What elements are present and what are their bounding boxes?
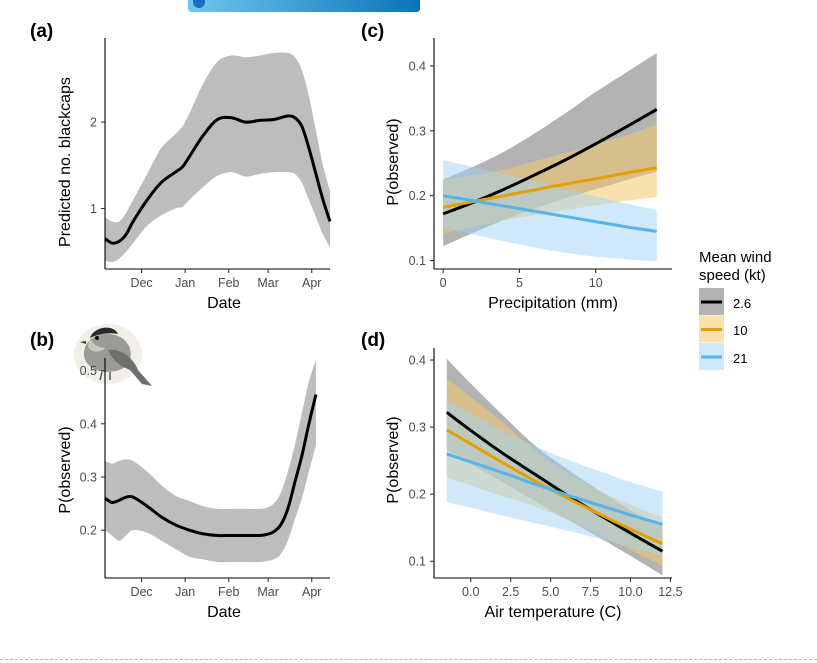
panel-label-c: (c) xyxy=(361,21,384,42)
panel-c-y-tick-label: 0.4 xyxy=(409,59,426,73)
panel-b-y-tick-label: 0.5 xyxy=(80,364,97,378)
legend-title-line2: speed (kt) xyxy=(699,267,766,284)
panel-a-y-tick-label: 1 xyxy=(90,202,97,216)
panel-label-b: (b) xyxy=(30,330,54,351)
panel-label-a: (a) xyxy=(30,21,53,42)
panel-b-x-tick-label: Feb xyxy=(218,585,240,599)
banner-logo-icon xyxy=(193,0,205,8)
panel-b-x-tick-label: Dec xyxy=(130,585,152,599)
legend-label-2-6: 2.6 xyxy=(733,296,751,311)
panel-a-series-line-main xyxy=(104,114,332,245)
panel-c-x-tick-label: 10 xyxy=(589,276,603,290)
panel-d-x-tick-label: 10.0 xyxy=(618,585,642,599)
panel-d-chart: 0.0 2.5 5.0 7.5 10.0 12.5 0.1 0.2 0.3 0.4 xyxy=(409,348,683,599)
panel-d-y-title: P(observed) xyxy=(385,416,402,503)
panel-b-ci-band-main xyxy=(105,360,316,563)
panel-b-series-line-main xyxy=(104,394,318,538)
panel-d-y-tick-label: 0.2 xyxy=(409,488,426,502)
panel-a-y-tick-label: 2 xyxy=(90,116,97,130)
panel-c-x-title: Precipitation (mm) xyxy=(488,295,618,312)
panel-c-chart: 0 5 10 0.1 0.2 0.3 0.4 xyxy=(409,38,672,290)
panel-a-x-tick-label: Dec xyxy=(130,276,152,290)
panel-b-y-title: P(observed) xyxy=(57,426,74,513)
panel-b-y-tick-label: 0.3 xyxy=(80,470,97,484)
panel-a-chart: Dec Jan Feb Mar Apr 1 2 xyxy=(90,38,332,290)
panel-a-x-tick-label: Jan xyxy=(175,276,195,290)
panel-d-x-tick-label: 12.5 xyxy=(658,585,682,599)
panel-c-y-title: P(observed) xyxy=(385,118,402,205)
panel-d-x-title: Air temperature (C) xyxy=(485,604,622,621)
legend-title-line1: Mean wind xyxy=(699,249,772,266)
panel-a-x-tick-label: Apr xyxy=(302,276,321,290)
panel-b-y-tick-label: 0.4 xyxy=(80,417,97,431)
panel-c-ci-band-21 xyxy=(443,160,657,262)
panel-a-x-title: Date xyxy=(207,295,241,312)
legend-label-21: 21 xyxy=(733,351,747,366)
panel-label-d: (d) xyxy=(361,330,385,351)
panel-c-y-tick-label: 0.1 xyxy=(409,254,426,268)
panel-a-x-tick-label: Mar xyxy=(257,276,279,290)
panel-d-series-line-2.6 xyxy=(445,411,664,553)
panel-b-x-tick-label: Apr xyxy=(302,585,321,599)
panel-c-y-tick-label: 0.3 xyxy=(409,124,426,138)
wind-speed-legend: Mean wind speed (kt) 2.6 10 21 xyxy=(699,249,772,370)
panel-b-x-tick-label: Jan xyxy=(175,585,195,599)
panel-d-x-tick-label: 2.5 xyxy=(502,585,519,599)
panel-a-y-title: Predicted no. blackcaps xyxy=(57,77,74,247)
panel-b-chart: Dec Jan Feb Mar Apr 0.2 0.3 0.4 0.5 xyxy=(80,358,330,599)
panel-d-x-tick-label: 0.0 xyxy=(462,585,479,599)
panel-d-series-line-21 xyxy=(446,452,663,526)
panel-d-y-tick-label: 0.4 xyxy=(409,354,426,368)
panel-c-y-tick-label: 0.2 xyxy=(409,189,426,203)
panel-c-x-tick-label: 0 xyxy=(440,276,447,290)
panel-a-x-tick-label: Feb xyxy=(218,276,240,290)
blackcap-bird-icon xyxy=(74,324,152,386)
panel-b-x-tick-label: Mar xyxy=(257,585,279,599)
panel-d-y-tick-label: 0.1 xyxy=(409,555,426,569)
panel-a-ci-band-main xyxy=(105,52,330,263)
panel-d-x-tick-label: 7.5 xyxy=(582,585,599,599)
bottom-divider xyxy=(0,659,817,660)
panel-d-y-tick-label: 0.3 xyxy=(409,421,426,435)
panel-c-x-tick-label: 5 xyxy=(516,276,523,290)
panel-d-x-tick-label: 5.0 xyxy=(542,585,559,599)
publisher-banner-strip xyxy=(188,0,420,12)
panel-b-y-tick-label: 0.2 xyxy=(80,524,97,538)
legend-label-10: 10 xyxy=(733,323,747,338)
panel-b-x-title: Date xyxy=(207,604,241,621)
panel-c-series-line-21 xyxy=(442,194,657,233)
